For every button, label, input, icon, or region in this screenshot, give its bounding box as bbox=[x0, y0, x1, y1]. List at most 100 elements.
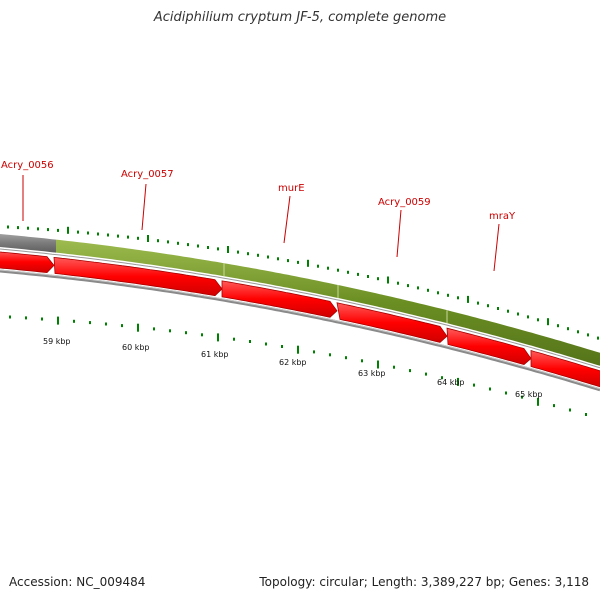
scale-tick bbox=[89, 321, 91, 325]
scale-label: 62 kbp bbox=[279, 358, 307, 367]
scale-tick bbox=[505, 391, 507, 395]
gene-arrow bbox=[221, 280, 338, 318]
scale-label: 61 kbp bbox=[201, 350, 229, 359]
scale-tick bbox=[169, 329, 171, 333]
tick-mark bbox=[547, 318, 549, 326]
tick-mark bbox=[127, 235, 129, 239]
tick-mark bbox=[237, 250, 239, 254]
minor-tick-layer bbox=[7, 225, 599, 340]
gc-band-layer bbox=[0, 234, 600, 392]
scale-tick bbox=[329, 353, 331, 357]
tick-mark bbox=[457, 296, 459, 300]
tick-mark bbox=[357, 272, 359, 276]
gene-arrow bbox=[0, 251, 55, 274]
scale-tick bbox=[121, 324, 123, 328]
scale-tick bbox=[585, 413, 587, 416]
scale-tick bbox=[281, 345, 283, 348]
gene-label-acry_0056: Acry_0056 bbox=[1, 160, 54, 171]
tick-mark bbox=[407, 284, 409, 288]
scale-layer: 59 kbp 60 kbp 61 kbp 62 kbp 63 kbp 64 kbp 65 k… bbox=[9, 315, 587, 416]
tick-mark bbox=[397, 281, 399, 285]
tick-mark bbox=[7, 225, 9, 229]
tick-mark bbox=[477, 301, 479, 305]
scale-label: 60 kbp bbox=[122, 343, 150, 352]
scale-tick bbox=[377, 360, 379, 369]
tick-mark bbox=[137, 236, 139, 240]
map-title: Acidiphilium cryptum JF-5, complete geno… bbox=[153, 10, 447, 25]
tick-mark bbox=[527, 315, 529, 319]
scale-tick bbox=[425, 372, 427, 376]
tick-mark bbox=[507, 309, 509, 313]
tick-mark bbox=[427, 288, 429, 292]
tick-mark bbox=[327, 266, 329, 270]
scale-tick bbox=[361, 359, 363, 363]
gene-leader-line bbox=[396, 209, 402, 258]
tick-mark bbox=[97, 232, 99, 236]
scale-tick bbox=[185, 331, 187, 335]
tick-mark bbox=[197, 244, 199, 248]
accession-text: Accession: NC_009484 bbox=[9, 575, 146, 589]
tick-mark bbox=[247, 252, 249, 256]
scale-tick bbox=[153, 327, 155, 331]
scale-label: 65 kbp bbox=[515, 390, 543, 399]
tick-mark bbox=[297, 260, 299, 264]
tick-mark bbox=[487, 304, 489, 308]
tick-mark bbox=[517, 312, 519, 316]
scale-tick bbox=[73, 319, 75, 323]
scale-tick bbox=[233, 337, 235, 341]
tick-mark bbox=[177, 241, 179, 245]
tick-mark bbox=[367, 275, 369, 278]
tick-mark bbox=[217, 247, 219, 251]
tick-mark bbox=[267, 255, 269, 259]
tick-mark bbox=[307, 259, 309, 267]
scale-tick bbox=[441, 376, 443, 380]
tick-mark bbox=[47, 228, 49, 232]
tick-mark bbox=[337, 268, 339, 272]
tick-mark bbox=[37, 227, 39, 231]
tick-mark bbox=[187, 243, 189, 247]
tick-mark bbox=[117, 234, 119, 238]
tick-mark bbox=[597, 336, 599, 340]
tick-mark bbox=[67, 226, 69, 234]
gene-arrow bbox=[530, 349, 600, 388]
gene-arrow bbox=[336, 302, 448, 343]
tick-mark bbox=[537, 318, 539, 322]
scale-tick bbox=[489, 387, 491, 391]
tick-mark bbox=[107, 233, 109, 237]
gene-label-acry_0057: Acry_0057 bbox=[121, 169, 174, 180]
scale-tick bbox=[137, 323, 139, 332]
scale-tick bbox=[393, 365, 395, 369]
scale-tick bbox=[265, 342, 267, 346]
gene-arrow-layer bbox=[0, 251, 600, 388]
tick-mark bbox=[87, 231, 89, 235]
scale-tick bbox=[473, 383, 475, 387]
tick-mark bbox=[417, 286, 419, 290]
scale-tick bbox=[25, 316, 27, 320]
scale-tick bbox=[345, 356, 347, 360]
track-outline bbox=[0, 269, 600, 392]
scale-tick bbox=[57, 316, 59, 325]
gene-label-mure: murE bbox=[278, 183, 305, 194]
scale-tick bbox=[537, 397, 539, 406]
scale-tick bbox=[521, 395, 523, 399]
scale-tick bbox=[249, 340, 251, 343]
scale-tick bbox=[105, 322, 107, 326]
tick-mark bbox=[317, 264, 319, 268]
gene-leader-line bbox=[141, 183, 147, 231]
tick-mark bbox=[347, 270, 349, 274]
tick-mark bbox=[437, 291, 439, 295]
scale-tick bbox=[217, 333, 219, 342]
scale-tick bbox=[201, 333, 203, 337]
band-segment-green bbox=[56, 239, 600, 366]
tick-mark bbox=[497, 307, 499, 310]
genome-summary-text: Topology: circular; Length: 3,389,227 bp… bbox=[259, 575, 589, 589]
tick-mark bbox=[447, 293, 449, 297]
tick-mark bbox=[277, 257, 279, 261]
track-top-outline bbox=[0, 248, 600, 369]
tick-mark bbox=[207, 246, 209, 249]
tick-mark bbox=[227, 246, 229, 253]
gene-label-acry_0059: Acry_0059 bbox=[378, 197, 431, 208]
gene-leader-line bbox=[493, 223, 500, 272]
gene-label-mray: mraY bbox=[489, 211, 516, 222]
scale-tick bbox=[409, 369, 411, 373]
